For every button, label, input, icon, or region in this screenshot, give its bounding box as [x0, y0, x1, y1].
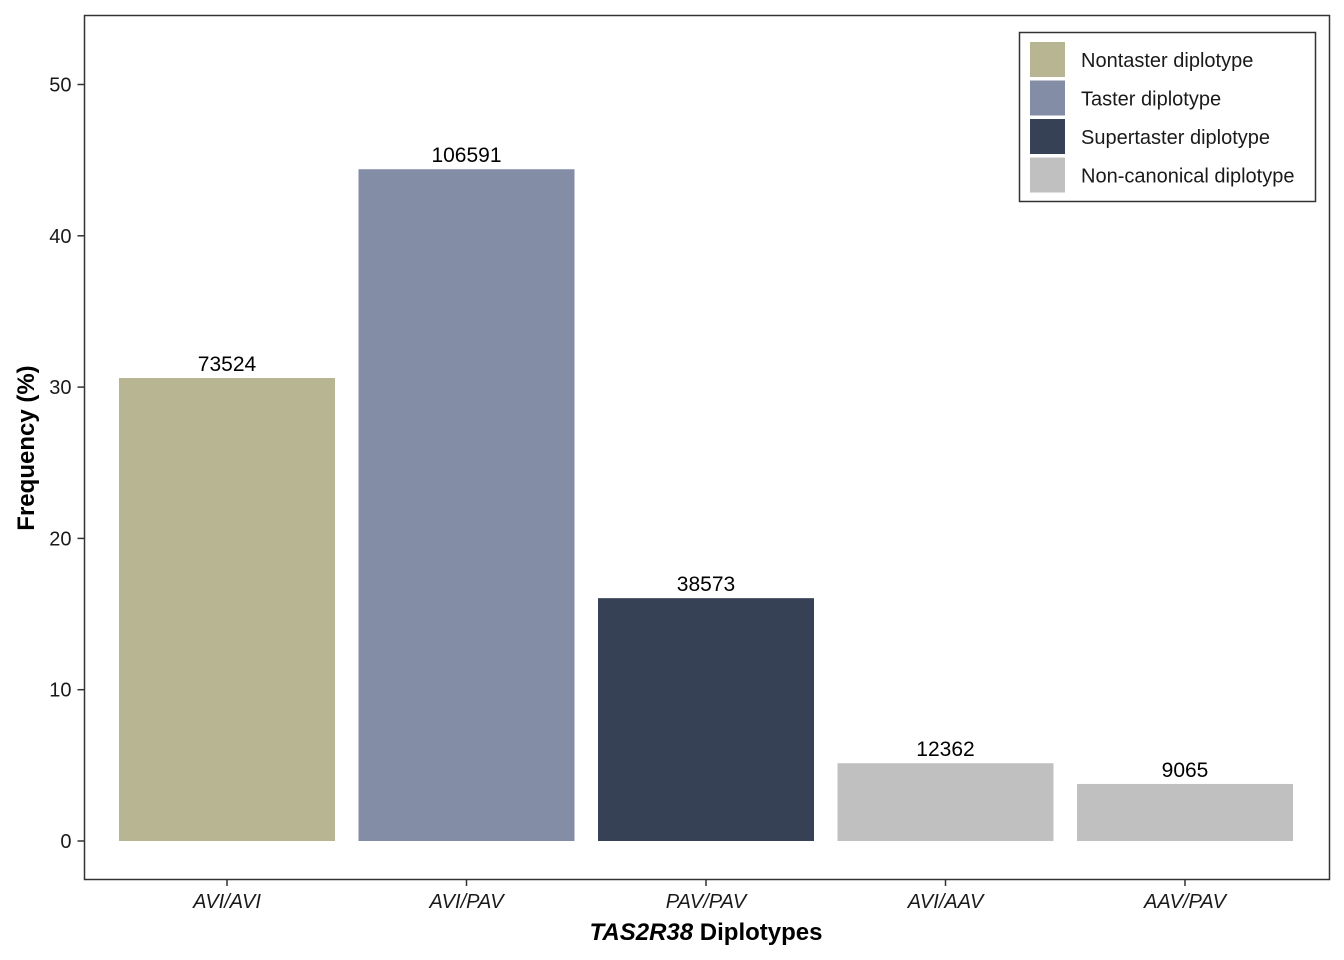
- legend-swatch: [1030, 119, 1065, 154]
- legend-label: Supertaster diplotype: [1081, 127, 1270, 149]
- bar-data-label: 12362: [916, 738, 974, 761]
- bars: 73524 106591 38573 12362 9065: [119, 144, 1293, 841]
- x-axis-title-gene: TAS2R38: [590, 919, 694, 946]
- y-tick-label: 30: [49, 377, 71, 399]
- x-axis-title-suffix: Diplotypes: [693, 919, 822, 946]
- y-tick-label: 10: [49, 680, 71, 702]
- y-tick-label: 40: [49, 226, 71, 248]
- legend-swatch: [1030, 157, 1065, 193]
- bar-data-label: 38573: [677, 573, 735, 596]
- y-axis-title: Frequency (%): [13, 365, 40, 530]
- y-tick-label: 50: [49, 75, 71, 97]
- legend-label: Non-canonical diplotype: [1081, 166, 1294, 188]
- bar: [837, 763, 1054, 841]
- bar: [358, 169, 575, 841]
- x-axis: AVI/AVI AVI/PAV PAV/PAV AVI/AAV AAV/PAV: [192, 879, 1228, 913]
- legend-swatch: [1030, 80, 1065, 116]
- x-axis-title: TAS2R38 Diplotypes: [590, 919, 823, 946]
- bar: [598, 598, 814, 841]
- x-tick-label: AAV/PAV: [1143, 891, 1228, 913]
- legend-box: [1018, 31, 1317, 203]
- legend-label: Taster diplotype: [1081, 89, 1221, 111]
- bar-data-label: 73524: [198, 353, 257, 376]
- x-tick-label: PAV/PAV: [666, 891, 748, 913]
- y-tick-label: 20: [49, 528, 71, 550]
- bar: [1077, 783, 1293, 841]
- y-tick-label: 0: [60, 831, 71, 853]
- bar-data-label: 9065: [1162, 759, 1209, 782]
- y-axis: 0 10 20 30 40 50: [49, 75, 85, 853]
- legend: Nontaster diplotype Taster diplotype Super…: [1018, 31, 1317, 203]
- x-tick-label: AVI/PAV: [428, 891, 505, 913]
- bar: [119, 378, 335, 841]
- x-tick-label: AVI/AAV: [907, 891, 985, 913]
- legend-label: Nontaster diplotype: [1081, 50, 1253, 72]
- plot-panel-border: [83, 14, 1331, 881]
- x-tick-label: AVI/AVI: [192, 891, 261, 913]
- legend-swatch: [1030, 42, 1065, 77]
- bar-data-label: 106591: [431, 144, 501, 167]
